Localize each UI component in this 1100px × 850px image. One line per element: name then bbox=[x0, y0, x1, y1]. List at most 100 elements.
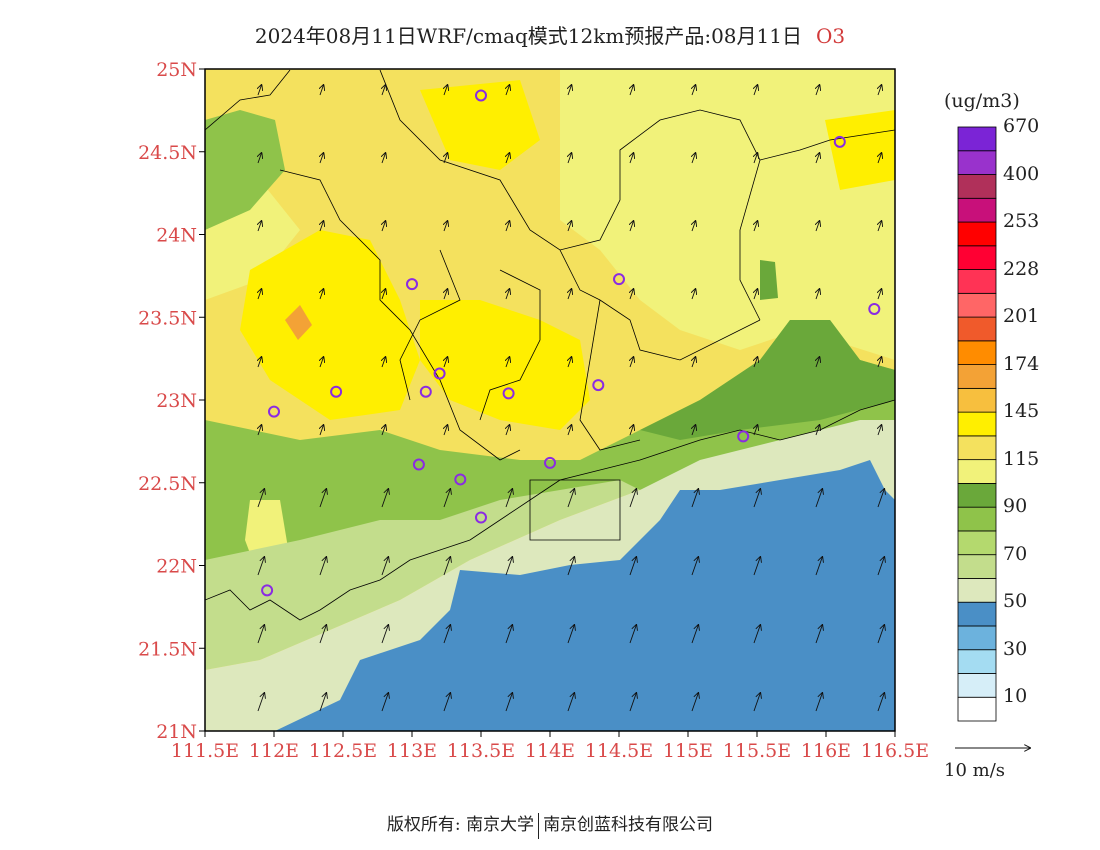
wind-vector bbox=[815, 489, 822, 508]
o3-field-145d bbox=[825, 110, 895, 190]
wind-vector bbox=[567, 625, 574, 644]
wind-vector bbox=[878, 221, 882, 232]
legend-swatch bbox=[957, 435, 997, 461]
legend-swatch bbox=[957, 269, 997, 294]
station-marker bbox=[544, 456, 556, 469]
wind-vector bbox=[878, 153, 882, 164]
wind-vector bbox=[629, 557, 636, 576]
wind-vector bbox=[567, 489, 574, 508]
wind-vector bbox=[691, 489, 698, 508]
wind-vector bbox=[816, 221, 820, 232]
wind-vector bbox=[877, 557, 884, 576]
o3-field-90a bbox=[205, 110, 285, 230]
copyright-separator bbox=[538, 812, 540, 839]
o3-field-100 bbox=[640, 320, 895, 440]
wind-vector bbox=[320, 357, 324, 368]
wind-vector bbox=[381, 693, 388, 712]
wind-vector bbox=[506, 221, 510, 232]
station-marker bbox=[833, 135, 846, 148]
wind-vector bbox=[816, 153, 820, 164]
legend-swatch bbox=[957, 530, 997, 556]
legend-label: 400 bbox=[1003, 162, 1040, 185]
lat-label: 23N bbox=[156, 390, 197, 412]
legend-swatch bbox=[957, 459, 997, 484]
wind-vector bbox=[877, 625, 884, 644]
legend-label: 145 bbox=[1003, 400, 1040, 423]
wind-vector bbox=[568, 289, 572, 300]
station-marker bbox=[268, 405, 280, 418]
wind-vector bbox=[319, 557, 326, 576]
wind-vector bbox=[691, 693, 698, 712]
station-marker bbox=[419, 385, 432, 398]
o3-field-70 bbox=[205, 480, 640, 670]
city-boundary-2 bbox=[379, 69, 895, 251]
hk-box bbox=[529, 479, 621, 541]
lon-label: 112E bbox=[249, 740, 299, 762]
legend-swatch bbox=[957, 245, 997, 270]
station-markers bbox=[261, 89, 881, 597]
wind-vector bbox=[505, 489, 512, 508]
wind-vector bbox=[692, 357, 696, 368]
wind-vector bbox=[506, 425, 510, 436]
legend-swatch bbox=[957, 649, 997, 674]
legend-label: 253 bbox=[1003, 210, 1040, 233]
wind-vector bbox=[754, 153, 758, 164]
city-boundary-5 bbox=[479, 269, 541, 421]
wind-vector bbox=[381, 557, 388, 576]
city-boundary-3 bbox=[559, 249, 761, 361]
legend-swatch bbox=[957, 625, 997, 651]
station-marker bbox=[613, 273, 625, 286]
station-marker bbox=[261, 584, 274, 597]
wind-vector bbox=[816, 85, 820, 96]
legend-label: 30 bbox=[1003, 637, 1028, 660]
wind-vector bbox=[630, 85, 634, 96]
legend-label: 10 bbox=[1003, 685, 1028, 708]
wind-vector bbox=[816, 425, 820, 436]
wind-vector bbox=[815, 625, 822, 644]
city-boundary-4 bbox=[399, 249, 461, 401]
copyright-org1: 南京大学 bbox=[466, 815, 535, 835]
wind-vector bbox=[754, 221, 758, 232]
legend-swatch bbox=[957, 150, 997, 175]
legend-label: 115 bbox=[1003, 447, 1040, 470]
wind-vector bbox=[443, 557, 450, 576]
o3-field-100b bbox=[760, 260, 778, 300]
wind-vector bbox=[753, 557, 760, 576]
wind-vector bbox=[630, 357, 634, 368]
station-marker bbox=[475, 511, 487, 524]
wind-vector bbox=[692, 153, 696, 164]
chart-title: 2024年08月11日WRF/cmaq模式12km预报产品:08月11日 O3 bbox=[0, 20, 1100, 49]
wind-vector bbox=[691, 625, 698, 644]
legend-label: 228 bbox=[1003, 257, 1040, 280]
wind-vector bbox=[320, 221, 324, 232]
o3-field-145c bbox=[420, 80, 540, 170]
legend-swatch bbox=[957, 554, 997, 579]
legend-unit: (ug/m3) bbox=[944, 90, 1020, 112]
station-marker bbox=[433, 367, 446, 380]
wind-vector bbox=[258, 357, 262, 368]
wind-vector bbox=[753, 693, 760, 712]
o3-field-145a bbox=[240, 230, 420, 420]
lon-label: 113E bbox=[387, 740, 437, 762]
wind-vector bbox=[691, 557, 698, 576]
wind-vector bbox=[567, 693, 574, 712]
wind-vector bbox=[505, 557, 512, 576]
lon-label: 116E bbox=[801, 740, 851, 762]
city-boundary-6 bbox=[579, 299, 641, 451]
lat-label: 21N bbox=[156, 721, 197, 743]
station-marker bbox=[868, 302, 881, 315]
legend-swatch bbox=[957, 387, 997, 413]
copyright-footer: 版权所有: 南京大学 南京创蓝科技有限公司 bbox=[0, 810, 1100, 839]
wind-vector bbox=[319, 693, 326, 712]
station-marker bbox=[406, 278, 418, 291]
coastline bbox=[205, 399, 895, 621]
wind-vector bbox=[629, 625, 636, 644]
wind-vector bbox=[382, 85, 386, 96]
wind-vector bbox=[505, 625, 512, 644]
wind-vector bbox=[506, 153, 510, 164]
wind-vector bbox=[692, 289, 696, 300]
title-main: 2024年08月11日WRF/cmaq模式12km预报产品:08月11日 bbox=[254, 24, 802, 48]
legend-swatch bbox=[957, 292, 997, 318]
wind-vector bbox=[878, 85, 882, 96]
wind-vector bbox=[692, 85, 696, 96]
